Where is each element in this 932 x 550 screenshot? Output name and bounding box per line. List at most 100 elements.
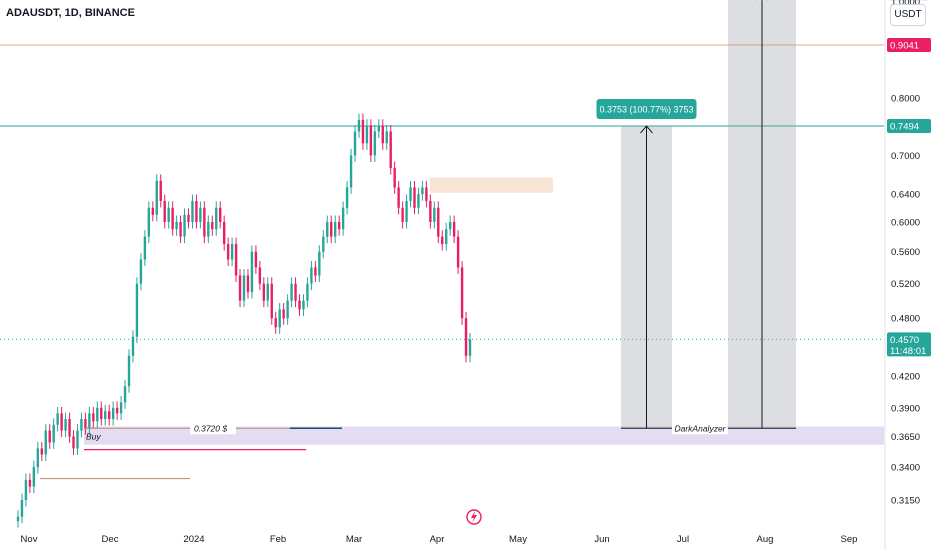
candle-body bbox=[389, 131, 392, 168]
candle-body bbox=[337, 221, 341, 230]
lightning-icon-ring bbox=[466, 509, 482, 525]
candle-body bbox=[52, 424, 55, 443]
candle bbox=[365, 119, 369, 150]
candle-body bbox=[298, 300, 301, 310]
candle-body bbox=[163, 200, 166, 222]
candle-body bbox=[333, 221, 337, 237]
candle bbox=[36, 441, 40, 474]
candle-body bbox=[326, 221, 329, 237]
candle-body bbox=[219, 207, 222, 222]
candle-body bbox=[131, 336, 135, 356]
candle-body bbox=[429, 200, 432, 222]
candle bbox=[68, 412, 71, 443]
candle bbox=[135, 277, 139, 344]
candle-body bbox=[290, 283, 293, 301]
candle bbox=[361, 113, 365, 150]
candle-body bbox=[48, 430, 51, 443]
candle bbox=[369, 119, 373, 162]
candle bbox=[175, 215, 178, 236]
candle bbox=[270, 277, 273, 325]
candle bbox=[413, 180, 416, 215]
candle-body bbox=[274, 318, 277, 328]
candle bbox=[230, 237, 234, 267]
candle bbox=[207, 215, 210, 244]
candle bbox=[341, 201, 345, 236]
candle-body bbox=[60, 413, 63, 431]
candle-body bbox=[302, 300, 305, 310]
candle-body bbox=[92, 413, 95, 422]
candle-body bbox=[318, 251, 321, 276]
price-axis: 1.00000.80000.70000.64000.60000.56000.52… bbox=[884, 0, 920, 550]
candle bbox=[16, 510, 20, 528]
buy-price-label: 0.3720 $ bbox=[194, 424, 227, 434]
candle-body bbox=[405, 200, 408, 222]
candle-body bbox=[111, 407, 115, 420]
candle-body bbox=[123, 386, 127, 403]
candle bbox=[322, 230, 325, 259]
candle-body bbox=[445, 229, 448, 245]
x-tick: Dec bbox=[102, 534, 119, 545]
candle bbox=[377, 119, 381, 138]
lightning-icon-bolt bbox=[471, 511, 477, 523]
candle-body bbox=[306, 283, 309, 301]
candle bbox=[88, 406, 91, 435]
candle-body bbox=[314, 267, 317, 276]
candle bbox=[262, 277, 266, 308]
candle-body bbox=[250, 251, 254, 293]
candle-body bbox=[151, 207, 155, 215]
currency-badge[interactable]: USDT bbox=[890, 4, 926, 26]
candle bbox=[246, 269, 250, 299]
candle-body bbox=[215, 207, 218, 230]
candle bbox=[139, 253, 143, 291]
candle bbox=[282, 302, 285, 325]
candle-body bbox=[203, 207, 206, 237]
candle-body bbox=[452, 221, 456, 237]
candle-body bbox=[80, 419, 83, 431]
y-tick: 0.5200 bbox=[891, 279, 920, 290]
candle bbox=[44, 424, 47, 462]
candles bbox=[16, 113, 472, 528]
candle-body bbox=[278, 309, 281, 328]
candle bbox=[302, 294, 305, 316]
candle bbox=[234, 237, 238, 283]
candle-body bbox=[100, 407, 103, 420]
price-tag-label-1: 0.9041 bbox=[890, 41, 919, 52]
candle-body bbox=[433, 207, 436, 222]
candle bbox=[28, 473, 32, 494]
candle bbox=[274, 311, 277, 334]
candle-body bbox=[195, 200, 198, 222]
candle bbox=[286, 294, 289, 325]
target-label-0: 0.3753 (100.77%) 3753 bbox=[599, 105, 693, 115]
candle bbox=[92, 406, 95, 428]
x-tick: Nov bbox=[21, 534, 38, 545]
candle-body bbox=[183, 214, 186, 237]
candle bbox=[389, 125, 392, 175]
y-tick: 0.4800 bbox=[891, 314, 920, 325]
candle bbox=[80, 412, 83, 438]
candle bbox=[191, 194, 194, 229]
x-tick: Jun bbox=[594, 534, 609, 545]
candle-body bbox=[179, 221, 182, 237]
candle bbox=[314, 260, 317, 283]
price-tag-label-2: 0.7494 bbox=[890, 122, 919, 133]
candle bbox=[318, 245, 321, 283]
candle bbox=[60, 406, 63, 438]
candle-body bbox=[413, 187, 416, 208]
candle bbox=[84, 412, 87, 435]
candle-body bbox=[266, 283, 269, 301]
candle-body bbox=[393, 167, 396, 188]
price-tag-timer: 11:48:01 bbox=[890, 346, 926, 357]
candle-body bbox=[258, 267, 262, 284]
candle-body bbox=[207, 221, 210, 237]
candle-body bbox=[20, 500, 24, 517]
candle bbox=[115, 401, 119, 420]
candle-body bbox=[171, 207, 174, 230]
candle bbox=[20, 493, 24, 524]
target-label-bg-0 bbox=[596, 99, 697, 120]
candle-body bbox=[199, 207, 202, 222]
candle bbox=[385, 125, 388, 150]
x-tick: Jul bbox=[677, 534, 689, 545]
candle bbox=[100, 401, 103, 426]
candle-body bbox=[460, 267, 464, 319]
